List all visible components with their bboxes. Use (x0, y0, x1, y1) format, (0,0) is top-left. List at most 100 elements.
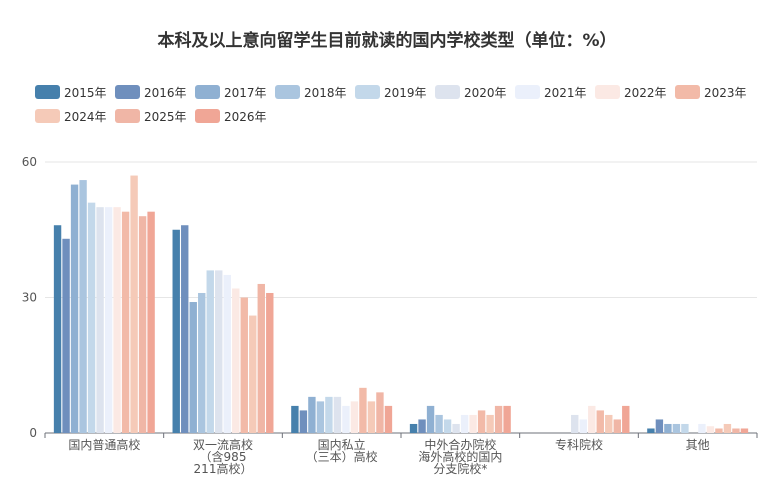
legend-item[interactable]: 2020年 (435, 85, 507, 100)
bar[interactable] (79, 180, 87, 433)
legend-item[interactable]: 2019年 (355, 85, 427, 100)
bar[interactable] (87, 202, 96, 433)
bar[interactable] (181, 225, 189, 433)
bar[interactable] (215, 270, 223, 433)
bar[interactable] (706, 426, 715, 433)
legend-swatch (195, 85, 220, 99)
bar[interactable] (426, 405, 435, 433)
legend-swatch (435, 85, 460, 99)
x-tick-label: 双一流高校（含985 211高校） (193, 437, 253, 476)
bar[interactable] (613, 419, 621, 433)
legend-item[interactable]: 2026年 (195, 109, 267, 124)
bar[interactable] (376, 392, 384, 433)
legend-item[interactable]: 2023年 (675, 85, 747, 100)
bar[interactable] (291, 405, 299, 433)
x-tick-label: 其他 (686, 438, 710, 452)
bar[interactable] (732, 428, 740, 433)
bar[interactable] (622, 405, 630, 433)
bar[interactable] (740, 428, 749, 433)
bar[interactable] (189, 302, 197, 433)
bar[interactable] (723, 423, 732, 433)
bar[interactable] (96, 207, 104, 433)
bar[interactable] (359, 387, 367, 433)
legend-swatch (675, 85, 700, 99)
legend-item[interactable]: 2016年 (115, 85, 187, 100)
bar[interactable] (503, 405, 511, 433)
legend-label: 2026年 (224, 110, 267, 124)
bar[interactable] (698, 423, 706, 433)
bar[interactable] (325, 396, 333, 433)
bar[interactable] (342, 405, 350, 433)
bar[interactable] (418, 419, 426, 433)
bar[interactable] (147, 211, 155, 433)
y-tick-label: 30 (22, 291, 37, 305)
legend-swatch (275, 85, 300, 99)
bar[interactable] (266, 292, 274, 433)
bar[interactable] (443, 419, 452, 433)
bar[interactable] (333, 396, 342, 433)
bar[interactable] (350, 401, 359, 433)
legend-swatch (115, 85, 140, 99)
bar[interactable] (232, 288, 240, 433)
bar[interactable] (596, 410, 604, 433)
bar[interactable] (299, 410, 308, 433)
bar[interactable] (223, 274, 231, 433)
bar[interactable] (588, 405, 596, 433)
bar[interactable] (70, 184, 79, 433)
bar[interactable] (384, 405, 393, 433)
bar[interactable] (104, 207, 113, 433)
legend-item[interactable]: 2018年 (275, 85, 347, 100)
legend-item[interactable]: 2024年 (35, 109, 107, 124)
bar[interactable] (367, 401, 376, 433)
legend-item[interactable]: 2025年 (115, 109, 187, 124)
legend-item[interactable]: 2015年 (35, 85, 107, 100)
legend-item[interactable]: 2022年 (595, 85, 667, 100)
bar[interactable] (138, 216, 147, 433)
bar[interactable] (172, 229, 180, 433)
bars (53, 175, 749, 434)
bar[interactable] (486, 414, 494, 433)
bar[interactable] (53, 225, 62, 433)
bar[interactable] (308, 396, 316, 433)
legend-swatch (595, 85, 620, 99)
bar[interactable] (672, 423, 681, 433)
bar[interactable] (460, 414, 469, 433)
bar[interactable] (664, 423, 672, 433)
bar[interactable] (121, 211, 130, 433)
legend-label: 2022年 (624, 86, 667, 100)
bar[interactable] (198, 292, 206, 433)
legend-label: 2015年 (64, 86, 107, 100)
legend-label: 2024年 (64, 110, 107, 124)
bar[interactable] (249, 315, 257, 433)
bar[interactable] (62, 238, 70, 433)
bar[interactable] (240, 297, 248, 434)
bar[interactable] (130, 175, 138, 434)
bar[interactable] (647, 428, 655, 433)
bar[interactable] (469, 414, 477, 433)
bar[interactable] (681, 423, 689, 433)
bar[interactable] (655, 419, 664, 433)
bar[interactable] (579, 419, 587, 433)
legend-label: 2019年 (384, 86, 427, 100)
bar[interactable] (452, 423, 460, 433)
legend-item[interactable]: 2021年 (515, 85, 587, 100)
bar[interactable] (316, 401, 325, 433)
bar[interactable] (605, 414, 613, 433)
y-axis: 0 30 60 (22, 155, 37, 440)
bar[interactable] (409, 423, 418, 433)
x-tick-label: 国内私立（三本）高校 (306, 437, 378, 464)
legend-label: 2016年 (144, 86, 187, 100)
legend-swatch (115, 109, 140, 123)
bar[interactable] (435, 414, 443, 433)
bar[interactable] (206, 270, 214, 433)
x-tick-label: 中外合办院校海外高校的国内分支院校* (418, 437, 502, 476)
bar[interactable] (715, 428, 723, 433)
legend-item[interactable]: 2017年 (195, 85, 267, 100)
bar[interactable] (571, 414, 579, 433)
bar[interactable] (257, 283, 265, 433)
bar[interactable] (494, 405, 503, 433)
bar[interactable] (113, 207, 121, 433)
legend-swatch (195, 109, 220, 123)
y-tick-label: 60 (22, 155, 37, 169)
bar[interactable] (477, 410, 486, 433)
